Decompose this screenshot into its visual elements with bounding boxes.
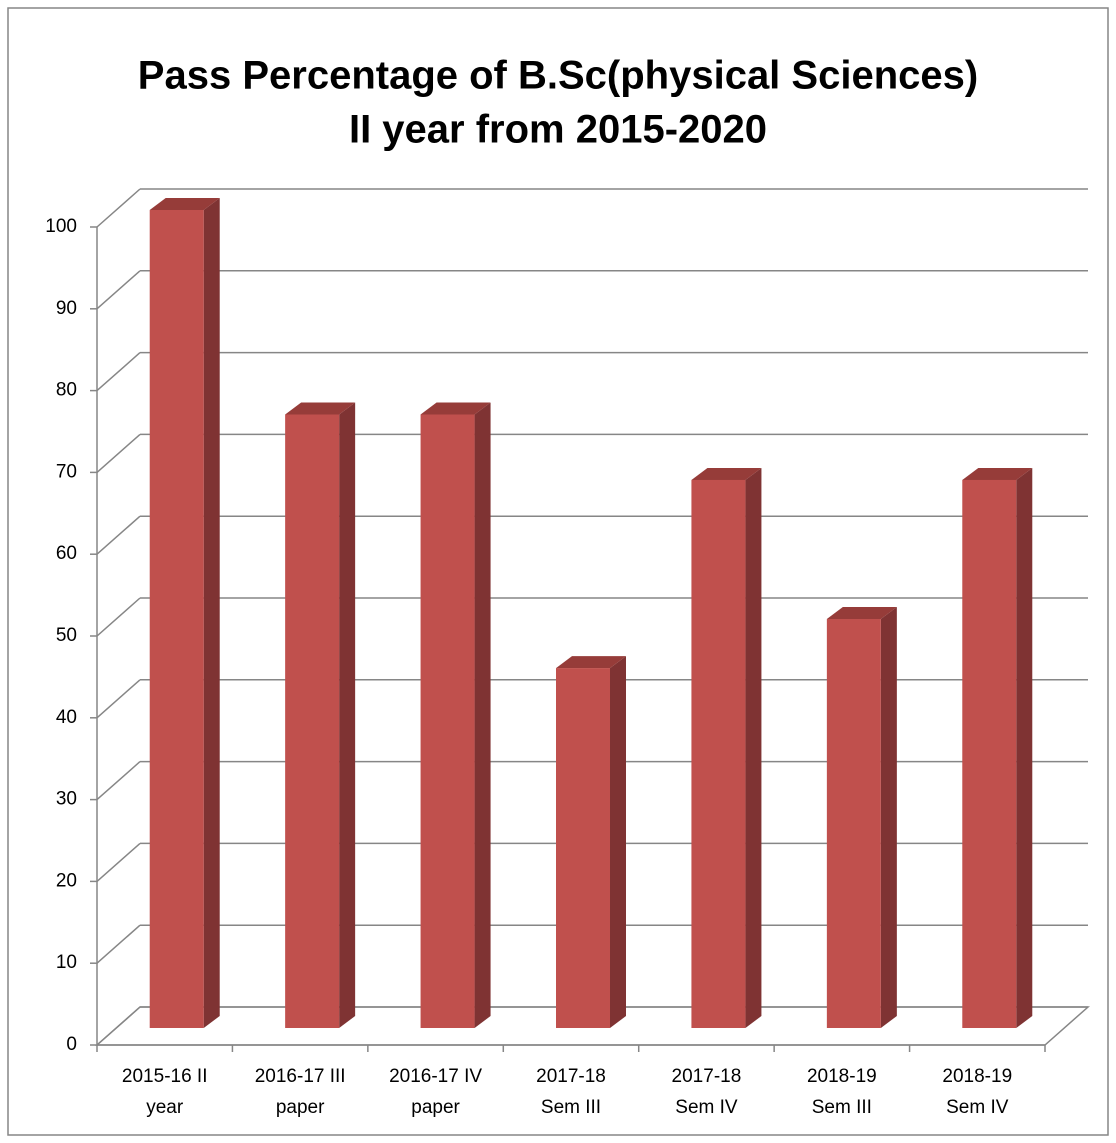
chart-title: Pass Percentage of B.Sc(physical Science… <box>138 54 978 98</box>
chart-title: II year from 2015-2020 <box>349 108 767 152</box>
grid-line <box>96 352 141 392</box>
y-tick-label: 60 <box>56 543 77 564</box>
bar <box>691 467 762 1028</box>
y-tick-label: 70 <box>56 461 77 482</box>
y-tick-label: 50 <box>56 625 77 646</box>
y-tick-label: 90 <box>56 298 77 319</box>
y-tick-label: 20 <box>56 870 77 891</box>
x-tick-label: 2018-19 Sem IV <box>942 1066 1012 1118</box>
grid-line <box>96 188 141 228</box>
y-tick-label: 0 <box>66 1034 77 1055</box>
bar-front <box>149 210 204 1028</box>
bar-front <box>962 479 1017 1028</box>
x-tick-label: 2018-19 Sem III <box>807 1066 877 1118</box>
bar-side <box>610 656 626 1028</box>
bar <box>962 467 1033 1028</box>
y-tick-label: 80 <box>56 380 77 401</box>
y-tick-label: 30 <box>56 789 77 810</box>
grid-line <box>96 597 141 637</box>
grid-line <box>96 270 141 310</box>
bar-front <box>285 414 340 1028</box>
bar-top <box>420 402 491 415</box>
x-tick-label: 2017-18 Sem IV <box>672 1066 742 1118</box>
grid-line <box>96 1006 141 1046</box>
bar-front <box>691 479 746 1028</box>
bar-side <box>1016 467 1033 1028</box>
bar-top <box>149 198 220 210</box>
y-tick-label: 40 <box>56 707 77 728</box>
bar <box>149 198 220 1028</box>
bar-top <box>285 402 356 415</box>
grid-line <box>96 515 141 555</box>
bar-top <box>826 607 897 619</box>
x-tick-label: 2017-18 Sem III <box>536 1066 606 1118</box>
bar-top <box>962 467 1033 480</box>
grid-line <box>96 761 141 801</box>
x-tick-label: 2015-16 II year <box>122 1066 208 1118</box>
bar-top <box>691 467 762 480</box>
y-tick-label: 10 <box>56 952 77 973</box>
bar-side <box>474 402 491 1028</box>
bar-front <box>556 668 610 1028</box>
grid-line <box>96 924 141 964</box>
grid-line <box>96 433 141 473</box>
bar <box>285 402 356 1028</box>
grid-line <box>96 679 141 719</box>
bar-side <box>203 198 220 1028</box>
x-tick-label: 2016-17 IV paper <box>389 1066 482 1118</box>
bar-side <box>880 607 897 1028</box>
grid-line <box>96 842 141 882</box>
bar-front <box>420 414 475 1028</box>
bar-side <box>339 402 356 1028</box>
bar-side <box>745 467 762 1028</box>
y-tick-label: 100 <box>45 216 77 237</box>
bar <box>420 402 491 1028</box>
bar <box>826 607 897 1028</box>
x-tick-label: 2016-17 III paper <box>255 1066 346 1118</box>
bar-front <box>826 619 881 1028</box>
bar <box>556 656 626 1028</box>
bar-top <box>556 656 626 669</box>
